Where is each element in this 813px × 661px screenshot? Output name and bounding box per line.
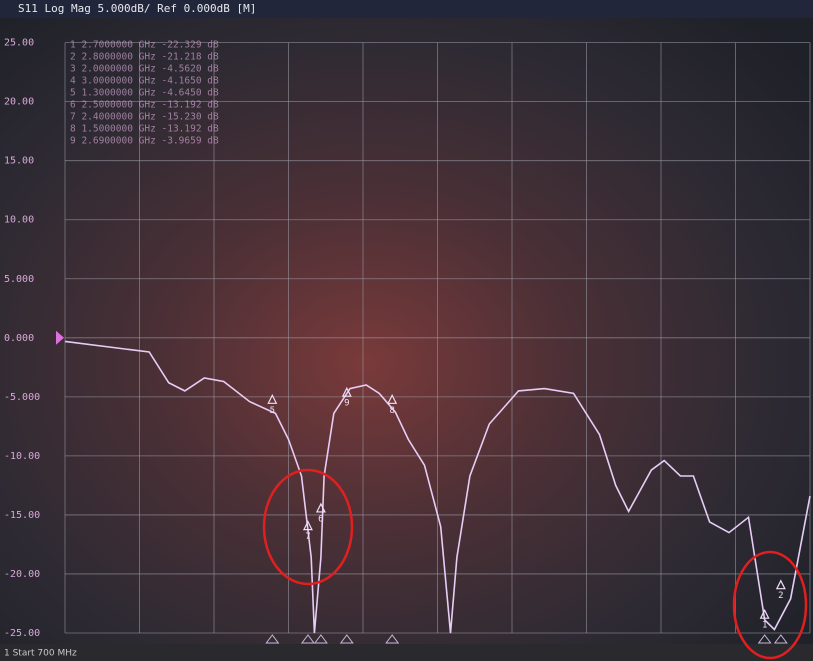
y-tick-label: -10.00 — [4, 451, 40, 462]
marker-table-row: 4 3.0000000 GHz -4.1650 dB — [70, 76, 219, 87]
marker-label: 8 — [389, 406, 394, 416]
marker-table-row: 1 2.7000000 GHz -22.329 dB — [70, 40, 219, 51]
footer-bar — [0, 644, 813, 661]
page: S11 Log Mag 5.000dB/ Ref 0.000dB [M] 1 S… — [0, 0, 813, 661]
marker-table-row: 7 2.4000000 GHz -15.230 dB — [70, 112, 219, 123]
marker-table-row: 5 1.3000000 GHz -4.6450 dB — [70, 88, 219, 99]
marker-table-row: 6 2.5000000 GHz -13.192 dB — [70, 100, 219, 111]
marker-table-row: 9 2.6900000 GHz -3.9659 dB — [70, 136, 219, 147]
marker-label: 2 — [778, 591, 783, 601]
y-tick-label: 0.000 — [4, 333, 34, 344]
marker-table-row: 8 1.5000000 GHz -13.192 dB — [70, 124, 219, 135]
marker-label: 1 — [762, 621, 767, 631]
y-tick-label: 15.00 — [4, 156, 34, 167]
y-tick-label: 10.00 — [4, 215, 34, 226]
footer: 1 Start 700 MHz — [4, 649, 77, 659]
chart: S11 Log Mag 5.000dB/ Ref 0.000dB [M] 1 S… — [0, 0, 813, 661]
marker-label: 6 — [318, 514, 323, 524]
chart-title: S11 Log Mag 5.000dB/ Ref 0.000dB [M] — [18, 2, 256, 15]
marker-table-row: 3 2.0000000 GHz -4.5620 dB — [70, 64, 219, 75]
y-tick-label: 25.00 — [4, 38, 34, 49]
marker-label: 9 — [344, 399, 349, 409]
marker-table-row: 2 2.8000000 GHz -21.218 dB — [70, 52, 219, 63]
y-tick-label: -15.00 — [4, 510, 40, 521]
y-tick-label: -25.00 — [4, 628, 40, 639]
y-tick-label: -20.00 — [4, 569, 40, 580]
y-tick-label: 20.00 — [4, 97, 34, 108]
y-tick-label: 5.000 — [4, 274, 34, 285]
marker-label: 5 — [270, 406, 275, 416]
y-tick-label: -5.000 — [4, 392, 40, 403]
marker-label: 7 — [305, 532, 310, 542]
